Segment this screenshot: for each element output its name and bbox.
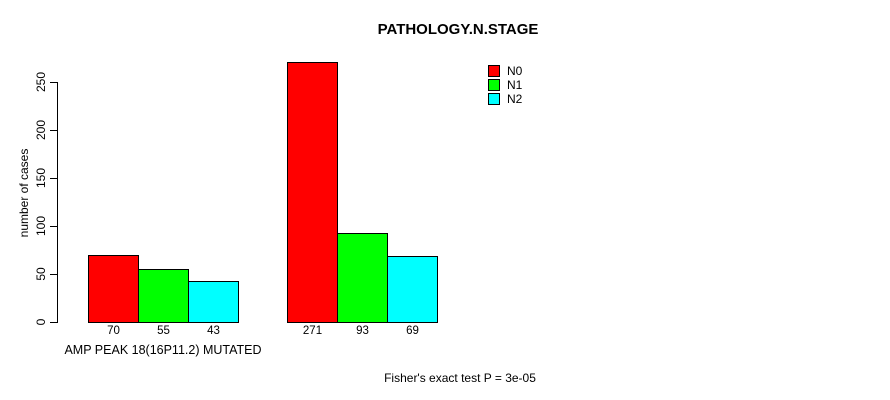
legend-label-n1: N1 bbox=[507, 78, 523, 92]
chart-title: PATHOLOGY.N.STAGE bbox=[377, 21, 539, 38]
bar-n2-group1 bbox=[188, 281, 239, 323]
y-tick bbox=[50, 322, 57, 323]
legend-swatch-n1 bbox=[488, 79, 500, 91]
y-tick-label: 100 bbox=[34, 215, 48, 237]
y-tick bbox=[50, 130, 57, 131]
y-tick-label: 250 bbox=[34, 71, 48, 93]
x-group-label: AMP PEAK 18(16P11.2) MUTATED bbox=[64, 343, 262, 357]
y-tick bbox=[50, 82, 57, 83]
y-tick-label: 200 bbox=[34, 119, 48, 141]
y-axis-label: number of cases bbox=[17, 148, 31, 238]
bar-n2-group2 bbox=[387, 256, 438, 323]
bar-value-label: 43 bbox=[207, 325, 220, 337]
legend-item-n2: N2 bbox=[488, 93, 522, 105]
bar-value-label: 93 bbox=[356, 325, 369, 337]
legend-label-n0: N0 bbox=[507, 64, 523, 78]
bar-value-label: 70 bbox=[107, 325, 120, 337]
y-tick-label: 0 bbox=[34, 318, 48, 326]
y-tick bbox=[50, 178, 57, 179]
y-tick bbox=[50, 226, 57, 227]
bar-n1-group1 bbox=[138, 269, 189, 323]
y-tick-label: 50 bbox=[34, 267, 48, 281]
legend-swatch-n0 bbox=[488, 65, 500, 77]
legend-item-n0: N0 bbox=[488, 65, 522, 77]
y-tick-label: 150 bbox=[34, 167, 48, 189]
y-tick bbox=[50, 274, 57, 275]
legend-swatch-n2 bbox=[488, 93, 500, 105]
bar-value-label: 69 bbox=[406, 325, 419, 337]
bar-value-label: 55 bbox=[157, 325, 170, 337]
bar-n0-group1 bbox=[88, 255, 139, 323]
footnote: Fisher's exact test P = 3e-05 bbox=[384, 371, 536, 385]
bar-n0-group2 bbox=[287, 62, 338, 323]
legend: N0 N1 N2 bbox=[488, 65, 522, 107]
legend-label-n2: N2 bbox=[507, 92, 523, 106]
y-axis-line bbox=[57, 82, 58, 323]
bar-n1-group2 bbox=[337, 233, 388, 323]
bar-value-label: 271 bbox=[302, 325, 323, 337]
legend-item-n1: N1 bbox=[488, 79, 522, 91]
